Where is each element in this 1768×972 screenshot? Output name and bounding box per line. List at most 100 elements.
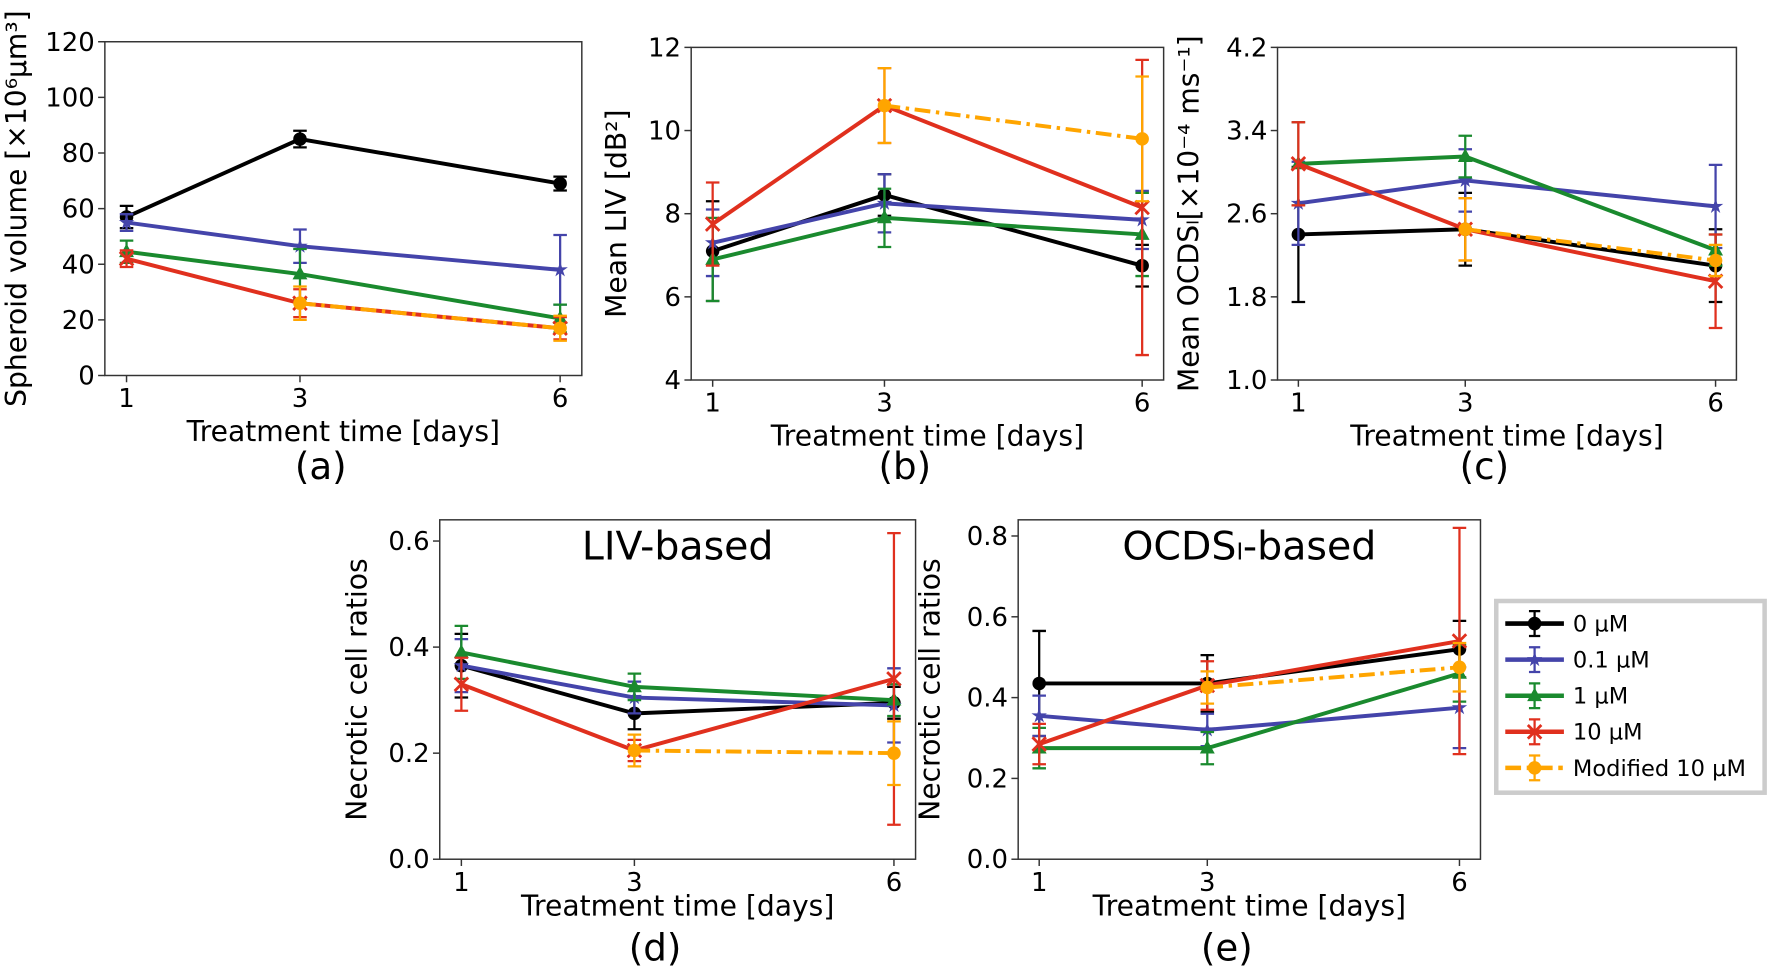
y-tick-label: 12	[648, 33, 681, 63]
y-axis-label: Mean OCDSₗ[×10⁻⁴ ms⁻¹]	[1173, 35, 1206, 392]
series-1-m	[119, 239, 568, 334]
legend-label: 10 µM	[1573, 720, 1643, 746]
x-axis-label: Treatment time [days]	[186, 415, 500, 448]
panel-title: OCDSₗ-based	[1122, 523, 1376, 569]
marker-circle	[887, 746, 901, 760]
y-tick-label: 3.4	[1226, 117, 1267, 147]
x-axis-label: Treatment time [days]	[770, 419, 1084, 452]
marker-circle	[553, 321, 567, 335]
marker-star	[1526, 651, 1543, 667]
x-tick-label: 1	[704, 389, 721, 419]
marker-circle	[1200, 680, 1215, 695]
marker-star	[552, 261, 568, 277]
series-line	[126, 256, 561, 331]
x-tick-label: 6	[1707, 389, 1723, 419]
series-0-m	[454, 632, 901, 731]
y-tick-label: 0.8	[967, 522, 1008, 552]
y-tick-label: 40	[62, 250, 95, 280]
panel-label: (a)	[295, 444, 347, 488]
marker-triangle	[453, 644, 469, 658]
marker-x	[118, 250, 135, 267]
x-axis-label: Treatment time [days]	[520, 890, 834, 923]
plot-frame	[690, 46, 1165, 381]
series-modified-10-m	[1458, 196, 1723, 278]
x-axis-label: Treatment time [days]	[1349, 419, 1663, 452]
y-tick-label: 4.2	[1226, 33, 1267, 63]
y-tick-label: 0.6	[388, 527, 429, 557]
marker-triangle	[1527, 687, 1543, 702]
marker-circle	[877, 98, 892, 113]
series-line	[1207, 665, 1460, 690]
panel-b: 1 3 6 4 6 8 10 12 Treatment time [days] Mean LIV …	[600, 33, 1165, 488]
x-axis-label: Treatment time [days]	[1092, 890, 1406, 923]
legend-label: 1 µM	[1573, 684, 1628, 710]
marker-circle	[1452, 660, 1467, 675]
series-modified-10-m	[293, 285, 567, 342]
series-line	[1465, 227, 1716, 263]
marker-circle	[627, 743, 642, 758]
marker-star	[1457, 172, 1473, 187]
y-axis-label: Mean LIV [dB²]	[600, 109, 633, 317]
legend-entry: 0.1 µM	[1505, 646, 1650, 674]
y-axis-label: Spheroid volume [×10⁶µm³]	[0, 10, 33, 407]
series-modified-10-m	[1200, 641, 1467, 705]
y-tick-label: 0.4	[967, 684, 1008, 714]
panel-label: (b)	[879, 444, 932, 488]
series-10-m	[453, 531, 902, 826]
marker-star	[292, 238, 308, 253]
marker-x	[1031, 736, 1047, 752]
marker-x	[704, 216, 721, 232]
marker-star	[1199, 721, 1216, 737]
x-tick-label: 3	[292, 384, 309, 414]
panel-c: 1 3 6 1.0 1.8 2.6 3.4 4.2 Treatment time [days] M…	[1173, 33, 1738, 488]
y-tick-label: 1.8	[1226, 283, 1267, 313]
x-tick-label: 3	[1457, 389, 1473, 419]
x-tick-label: 3	[626, 868, 643, 898]
series-line	[712, 201, 1143, 245]
y-axis-label: Necrotic cell ratios	[341, 558, 374, 820]
marker-circle	[1708, 253, 1723, 268]
y-tick-label: 0.0	[388, 845, 429, 875]
series-modified-10-m	[877, 67, 1149, 203]
marker-triangle	[1457, 148, 1473, 162]
marker-circle	[1135, 132, 1149, 146]
y-tick-label: 0.6	[967, 603, 1008, 633]
marker-circle	[293, 132, 307, 146]
series-line	[712, 215, 1143, 262]
series-line	[884, 103, 1143, 141]
marker-circle	[1458, 222, 1473, 237]
x-tick-label: 6	[1134, 389, 1151, 419]
marker-x	[1134, 199, 1150, 216]
y-tick-label: 1.0	[1226, 366, 1267, 396]
y-tick-label: 60	[62, 195, 95, 225]
panel-label: (e)	[1201, 926, 1253, 970]
plot-frame	[439, 519, 917, 860]
series-0.1-m	[704, 173, 1150, 278]
legend-label: 0 µM	[1573, 611, 1628, 637]
y-tick-label: 100	[45, 83, 94, 113]
plot-frame	[1017, 519, 1482, 860]
y-tick-label: 0.0	[967, 845, 1008, 875]
marker-x	[453, 676, 470, 692]
legend-label: Modified 10 µM	[1573, 756, 1746, 782]
marker-triangle	[1199, 739, 1215, 754]
series-modified-10-m	[627, 720, 901, 787]
x-tick-label: 6	[552, 384, 569, 414]
y-tick-label: 80	[62, 139, 95, 169]
marker-x	[886, 671, 902, 687]
series-line	[126, 220, 561, 272]
y-tick-label: 120	[45, 28, 94, 58]
legend-entry: 1 µM	[1505, 682, 1628, 710]
series-line	[299, 301, 561, 331]
y-tick-label: 2.6	[1226, 200, 1267, 230]
legend-entry: 10 µM	[1505, 718, 1643, 746]
y-axis-label: Necrotic cell ratios	[913, 558, 946, 820]
y-tick-label: 10	[648, 117, 681, 147]
x-tick-label: 6	[886, 868, 903, 898]
x-tick-label: 1	[1031, 868, 1048, 898]
x-tick-label: 6	[1451, 868, 1467, 898]
marker-circle	[293, 296, 307, 310]
series-0.1-m	[118, 213, 568, 306]
marker-circle	[553, 176, 567, 191]
